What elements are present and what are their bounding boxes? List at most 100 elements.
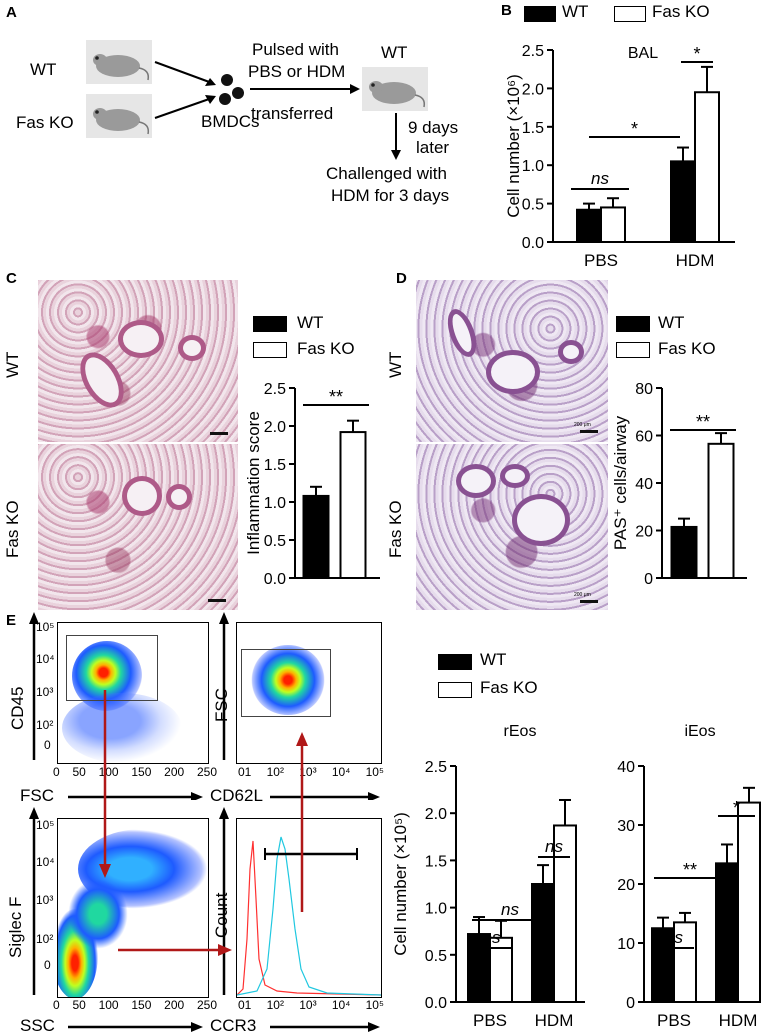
y-tick-label: 2.5 — [522, 43, 544, 60]
panel-b-legend-ko: Fas KO — [652, 2, 710, 21]
y-axis-label: Cell number (×10⁵) — [391, 812, 410, 956]
y-tick-label: 20 — [617, 877, 635, 894]
significance-label: ns — [545, 837, 563, 856]
bar — [553, 824, 577, 1003]
y-axis-label: PAS⁺ cells/airway — [612, 415, 630, 550]
panel-a-letter: A — [6, 4, 17, 21]
facs3-ytick-2: 10³ — [36, 893, 54, 907]
panel-c-legend-wt: WT — [297, 313, 324, 332]
significance-label: * — [733, 798, 740, 818]
transferred-label: transferred — [251, 104, 334, 123]
y-tick-label: 1.5 — [264, 457, 286, 474]
histology-d-wt: 200 μm — [416, 280, 608, 442]
panel-d-legend-ko: Fas KO — [658, 339, 716, 358]
mouse-fasko-icon — [86, 94, 152, 138]
facs1-xtick: 50 — [72, 765, 86, 779]
bar — [576, 208, 602, 244]
days-line1: 9 days — [408, 118, 459, 137]
bar — [489, 936, 513, 1003]
facs3-ytick-1: 10⁴ — [36, 855, 55, 869]
chart-title: BAL — [628, 45, 658, 62]
histology-c-wt — [38, 280, 238, 442]
facs2-xtick: 10³ — [299, 765, 317, 779]
panel-e-legend-wt-swatch — [438, 654, 472, 670]
facs4-xlabel: CCR3 — [210, 1016, 257, 1035]
chart-pas: 0 20 40 60 80 PAS⁺ cells/airway ** — [612, 381, 747, 588]
facs4-axes — [219, 807, 380, 1032]
y-tick-label: 2.0 — [522, 81, 544, 98]
facs3-xticks: 0 50 100 150 200 250 — [53, 998, 217, 1012]
pulsed-line1: Pulsed with — [252, 40, 339, 59]
facs2-axes — [219, 612, 380, 800]
significance-label: ns — [501, 900, 519, 919]
panel-c-legend-ko: Fas KO — [297, 339, 355, 358]
y-tick-label: 30 — [617, 818, 635, 835]
bar — [694, 91, 720, 243]
histology-c-fasko — [38, 444, 238, 610]
facs4-xtick: 10⁵ — [365, 998, 384, 1012]
y-tick-label: 0.5 — [264, 533, 286, 550]
recipient-wt-label: WT — [381, 43, 408, 62]
significance-label: ns — [591, 169, 609, 188]
ccr3-histogram — [237, 836, 381, 996]
y-tick-label: 0 — [626, 995, 635, 1012]
facs2-xtick: 10² — [266, 765, 284, 779]
panel-b-legend-ko-swatch — [614, 6, 646, 22]
bar — [707, 442, 735, 579]
scale-label-d-wt: 200 μm — [574, 422, 591, 428]
facs1-ytick-1: 10⁴ — [36, 652, 55, 666]
y-tick-label: 0.0 — [522, 235, 544, 252]
facs4-xtick: 10² — [266, 998, 284, 1012]
y-tick-label: 2.5 — [264, 381, 286, 398]
challenge-line1: Challenged with — [326, 164, 447, 183]
bar — [339, 431, 367, 579]
y-tick-label: 2.0 — [425, 806, 447, 823]
facs3-ytick-3: 10² — [36, 932, 54, 946]
facs3-xtick: 250 — [196, 998, 217, 1012]
scale-label-d-ko: 200 μm — [574, 592, 591, 598]
y-tick-label: 20 — [635, 524, 653, 541]
bar — [737, 801, 761, 1003]
chart-bal: 0.0 0.5 1.0 1.5 2.0 2.5 Cell number (×10⁶) BAL P… — [505, 43, 735, 270]
y-tick-label: 1.0 — [522, 158, 544, 175]
significance-label: ns — [483, 928, 501, 947]
chart-reos: 0.0 0.5 1.0 1.5 2.0 2.5 Cell number (×10⁵) rEos… — [391, 723, 585, 1030]
y-tick-label: 2.5 — [425, 759, 447, 776]
facs3-xtick: 50 — [72, 998, 86, 1012]
y-tick-label: 60 — [635, 429, 653, 446]
y-tick-label: 1.0 — [264, 495, 286, 512]
bar — [600, 206, 626, 244]
panel-b-letter: B — [501, 2, 512, 19]
mouse-recipient-icon — [362, 67, 428, 111]
significance-label: ns — [665, 928, 683, 947]
facs2-xtick: 01 — [238, 765, 252, 779]
bar — [715, 862, 739, 1003]
facs3-xlabel: SSC — [20, 1016, 55, 1035]
y-axis-label: Cell number (×10⁶) — [505, 74, 523, 218]
panel-c-legend-wt-swatch — [253, 316, 287, 332]
y-tick-label: 40 — [635, 476, 653, 493]
bmdc-label: BMDCs — [201, 112, 260, 131]
facs3-axes — [29, 807, 203, 1032]
y-tick-label: 0.0 — [425, 995, 447, 1012]
bmdc-cells-icon — [219, 74, 244, 105]
x-tick-label: HDM — [719, 1011, 758, 1030]
panel-a-schematic — [86, 40, 428, 160]
bar — [670, 160, 696, 243]
x-tick-label: PBS — [473, 1011, 507, 1030]
y-tick-label: 0 — [644, 571, 653, 588]
panel-e-legend-ko-swatch — [438, 682, 472, 698]
y-tick-label: 0.0 — [264, 571, 286, 588]
facs2-xtick: 10⁵ — [365, 765, 384, 779]
facs1-xtick: 150 — [131, 765, 152, 779]
panel-b-legend-wt: WT — [562, 2, 589, 21]
facs1-ytick-4: 0 — [44, 738, 51, 752]
y-tick-label: 1.5 — [425, 853, 447, 870]
x-tick-label: PBS — [584, 251, 618, 270]
facs2-xlabel: CD62L — [210, 786, 263, 805]
challenge-line2: HDM for 3 days — [331, 186, 450, 205]
facs1-xticks: 0 50 100 150 200 250 — [53, 765, 217, 779]
facs-cd45-fsc — [57, 622, 209, 764]
